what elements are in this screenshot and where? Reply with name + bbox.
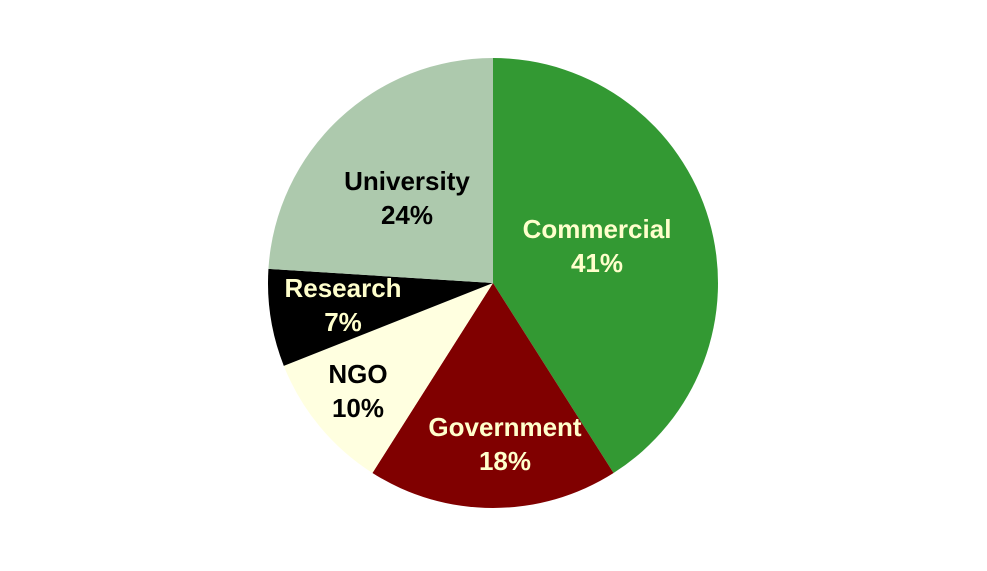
pie-slice-commercial	[493, 58, 719, 473]
pie-slice-research	[268, 268, 493, 366]
slice-value-university: 24%	[381, 200, 433, 230]
slice-label-research: Research	[284, 273, 401, 303]
slice-value-research: 7%	[324, 307, 362, 337]
slices-layer	[268, 58, 719, 508]
labels-layer: Commercial 41% Government 18% NGO 10% Research…	[284, 166, 671, 476]
pie-slice-ngo	[283, 283, 493, 473]
slice-label-ngo: NGO	[328, 359, 387, 389]
slice-label-government: Government	[428, 412, 581, 442]
slice-value-commercial: 41%	[571, 248, 623, 278]
slice-label-university: University	[344, 166, 470, 196]
pie-slice-university	[268, 58, 493, 283]
slice-value-government: 18%	[479, 446, 531, 476]
slice-label-commercial: Commercial	[523, 214, 672, 244]
slice-value-ngo: 10%	[332, 393, 384, 423]
pie-slice-government	[372, 283, 614, 508]
